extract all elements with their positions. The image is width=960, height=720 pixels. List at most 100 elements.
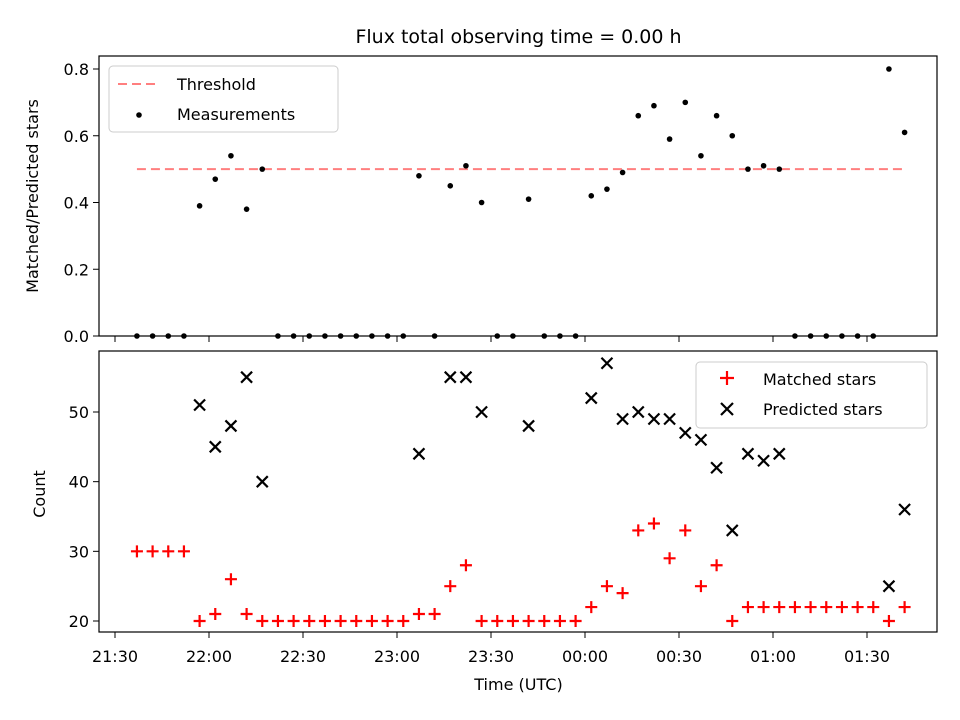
matched-star-point bbox=[334, 615, 347, 627]
measurement-point bbox=[854, 333, 861, 339]
measurement-point bbox=[651, 102, 657, 109]
measurement-point bbox=[384, 333, 391, 339]
measurement-point bbox=[541, 333, 548, 339]
measurements-legend-label: Measurements bbox=[177, 105, 295, 124]
measurement-point bbox=[337, 333, 344, 339]
matched-star-point bbox=[428, 608, 441, 621]
bottom-legend-box bbox=[695, 361, 928, 429]
bottom-x-tick-label: 22:30 bbox=[280, 647, 326, 666]
measurement-point bbox=[666, 136, 673, 142]
measurement-point bbox=[275, 333, 281, 339]
predicted-star-point bbox=[694, 433, 708, 447]
matched-star-point bbox=[616, 587, 629, 600]
threshold-legend-label: Threshold bbox=[176, 75, 256, 94]
matched-star-point bbox=[444, 580, 457, 593]
predicted-star-point bbox=[224, 419, 238, 433]
measurement-point bbox=[870, 333, 877, 339]
matched-star-point bbox=[491, 615, 504, 627]
measurements-legend-swatch bbox=[136, 112, 142, 118]
measurement-point bbox=[149, 333, 156, 339]
measurement-point bbox=[353, 333, 360, 339]
matched-star-point bbox=[741, 601, 754, 614]
bottom-x-tick-label: 23:30 bbox=[468, 647, 514, 666]
matched-star-point bbox=[209, 608, 222, 621]
measurement-point bbox=[463, 162, 469, 169]
matched-star-point bbox=[459, 559, 472, 572]
measurement-point bbox=[604, 186, 610, 192]
bottom-axes-frame bbox=[98, 350, 938, 633]
measurement-point bbox=[635, 112, 642, 119]
matched-star-point bbox=[412, 608, 425, 621]
bottom-x-tick-label: 00:30 bbox=[656, 647, 702, 666]
measurement-point bbox=[212, 176, 219, 182]
matched-legend-swatch bbox=[720, 371, 734, 385]
bottom-x-tick-label: 01:30 bbox=[844, 647, 890, 666]
measurement-point bbox=[557, 333, 563, 339]
matched-star-point bbox=[647, 517, 660, 530]
matched-star-point bbox=[506, 615, 519, 627]
top-y-axis-label: Matched/Predicted stars bbox=[23, 99, 42, 293]
matched-star-point bbox=[820, 601, 833, 614]
bottom-y-axis-label: Count bbox=[30, 470, 49, 518]
predicted-star-point bbox=[584, 391, 598, 405]
bottom-x-tick-label: 00:00 bbox=[562, 647, 608, 666]
chart-title: Flux total observing time = 0.00 h bbox=[355, 26, 681, 48]
matched-star-point bbox=[397, 615, 410, 627]
top-panel: Flux total observing time = 0.00 h 0.00.… bbox=[23, 26, 938, 346]
matched-star-point bbox=[835, 601, 848, 614]
matched-star-point bbox=[130, 545, 143, 558]
measurement-point bbox=[431, 333, 438, 339]
measurement-point bbox=[901, 129, 908, 136]
predicted-star-point bbox=[193, 398, 206, 412]
predicted-legend-swatch bbox=[720, 402, 734, 416]
matched-star-point bbox=[271, 615, 284, 627]
predicted-star-point bbox=[882, 579, 896, 593]
predicted-star-point bbox=[663, 412, 676, 426]
bottom-x-axis: 21:30 22:00 22:30 23:00 23:30 00:00 00:30 01:00… bbox=[92, 632, 890, 666]
predicted-star-point bbox=[772, 447, 786, 461]
top-y-axis: 0.0 0.2 0.4 0.6 0.8 bbox=[64, 60, 99, 346]
matched-star-point bbox=[788, 601, 801, 614]
measurement-point bbox=[839, 333, 845, 339]
matched-star-point bbox=[585, 601, 598, 614]
bottom-x-tick-label: 21:30 bbox=[92, 647, 138, 666]
top-y-tick-label: 0.4 bbox=[64, 194, 89, 213]
matched-star-point bbox=[804, 601, 817, 614]
matched-star-point bbox=[569, 615, 582, 627]
top-y-tick-label: 0.8 bbox=[64, 60, 89, 79]
measurement-point bbox=[619, 169, 626, 176]
matched-stars-series bbox=[130, 517, 911, 627]
measurement-point bbox=[306, 333, 313, 339]
predicted-star-point bbox=[240, 370, 253, 384]
bottom-y-tick-label: 20 bbox=[69, 612, 89, 631]
matched-star-point bbox=[256, 615, 269, 627]
predicted-legend-label: Predicted stars bbox=[763, 400, 883, 419]
predicted-star-point bbox=[443, 370, 457, 384]
top-x-axis bbox=[114, 336, 868, 342]
matched-star-point bbox=[773, 601, 786, 614]
predicted-star-point bbox=[710, 461, 723, 475]
measurement-point bbox=[290, 333, 297, 339]
measurement-point bbox=[698, 152, 704, 159]
predicted-star-point bbox=[741, 447, 755, 461]
measurement-point bbox=[400, 333, 407, 339]
top-legend: Threshold Measurements bbox=[108, 65, 339, 133]
measurement-point bbox=[165, 333, 172, 339]
matched-star-point bbox=[632, 524, 645, 537]
matched-star-point bbox=[365, 615, 378, 627]
x-axis-label: Time (UTC) bbox=[473, 675, 562, 694]
matched-star-point bbox=[224, 573, 237, 586]
predicted-star-point bbox=[678, 426, 692, 440]
matched-star-point bbox=[538, 615, 551, 627]
matched-star-point bbox=[663, 552, 676, 565]
measurement-point bbox=[792, 333, 798, 339]
measurement-point bbox=[682, 99, 689, 106]
predicted-star-point bbox=[616, 412, 629, 426]
matched-star-point bbox=[679, 524, 692, 537]
matched-star-point bbox=[882, 615, 895, 627]
measurement-point bbox=[243, 206, 250, 212]
bottom-y-axis: 20 30 40 50 bbox=[69, 403, 99, 631]
bottom-y-tick-label: 50 bbox=[69, 403, 89, 422]
bottom-x-tick-label: 22:00 bbox=[186, 647, 232, 666]
